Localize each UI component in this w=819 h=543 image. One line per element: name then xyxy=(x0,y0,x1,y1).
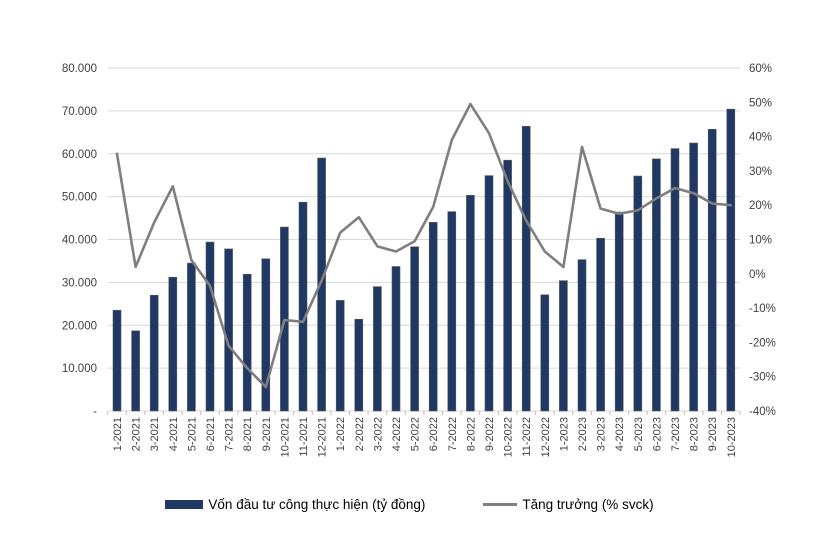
bar-3-2022 xyxy=(373,286,382,412)
x-axis-label-7-2023: 7-2023 xyxy=(670,417,682,451)
x-axis-label-7-2021: 7-2021 xyxy=(224,417,236,451)
bar-10-2023 xyxy=(726,108,736,412)
bar-8-2023 xyxy=(689,142,698,412)
right-axis-tick-label: -20% xyxy=(749,337,776,349)
x-axis-label-6-2021: 6-2021 xyxy=(205,417,217,451)
right-axis-tick-label: -10% xyxy=(749,303,776,315)
right-axis-tick-label: 0% xyxy=(749,269,766,281)
bar-10-2022 xyxy=(503,159,512,412)
left-axis-tick-label: 70.000 xyxy=(62,106,97,118)
bar-6-2022 xyxy=(428,222,438,412)
legend-item-line-series: Tăng trưởng (% svck) xyxy=(483,497,654,512)
bar-series-swatch xyxy=(165,500,204,509)
x-axis-label-3-2021: 3-2021 xyxy=(149,417,161,451)
x-axis-label-4-2023: 4-2023 xyxy=(614,417,626,451)
growth-line xyxy=(115,102,733,389)
left-axis-tick-label: 50.000 xyxy=(62,192,97,204)
x-axis-label-2-2022: 2-2022 xyxy=(354,417,366,451)
bar-11-2021 xyxy=(298,201,308,412)
bar-4-2022 xyxy=(391,266,401,412)
right-axis-tick-label: 30% xyxy=(749,166,772,178)
line-series-label: Tăng trưởng (% svck) xyxy=(522,497,654,512)
left-axis-tick-label: 60.000 xyxy=(62,149,97,161)
bar-4-2021 xyxy=(168,276,178,412)
x-axis-label-11-2022: 11-2022 xyxy=(521,417,533,457)
bar-6-2021 xyxy=(205,241,215,412)
bar-2-2023 xyxy=(577,259,587,412)
x-axis-label-6-2022: 6-2022 xyxy=(428,417,440,451)
right-axis-tick-label: 20% xyxy=(749,200,772,212)
bar-12-2021 xyxy=(317,157,326,412)
right-axis-tick-label: 40% xyxy=(749,132,772,144)
right-axis-tick-label: 10% xyxy=(749,235,772,247)
x-axis-label-9-2022: 9-2022 xyxy=(484,417,496,451)
x-axis-label-10-2021: 10-2021 xyxy=(279,417,291,457)
x-axis-label-12-2022: 12-2022 xyxy=(540,417,552,457)
x-axis-label-11-2021: 11-2021 xyxy=(298,417,310,457)
x-axis-label-6-2023: 6-2023 xyxy=(651,417,663,451)
bar-series-label: Vốn đầu tư công thực hiện (tỷ đồng) xyxy=(208,497,426,512)
bar-9-2023 xyxy=(707,129,717,412)
bar-6-2023 xyxy=(652,158,661,412)
bar-5-2022 xyxy=(410,246,419,412)
x-axis-label-1-2022: 1-2022 xyxy=(335,417,347,451)
bar-7-2021 xyxy=(224,248,233,412)
x-axis-label-3-2022: 3-2022 xyxy=(372,417,384,451)
bar-7-2023 xyxy=(670,148,680,412)
left-axis-tick-label: - xyxy=(93,406,97,418)
bar-4-2023 xyxy=(614,211,624,412)
right-axis-tick-label: 50% xyxy=(749,97,772,109)
x-axis-label-7-2022: 7-2022 xyxy=(447,417,459,451)
left-axis-tick-label: 30.000 xyxy=(62,277,97,289)
x-axis-label-2-2021: 2-2021 xyxy=(131,417,143,451)
x-axis-label-12-2021: 12-2021 xyxy=(317,417,329,457)
x-axis-label-1-2023: 1-2023 xyxy=(558,417,570,451)
line-series-swatch xyxy=(483,503,518,506)
x-axis-label-10-2022: 10-2022 xyxy=(503,417,515,457)
x-axis-label-3-2023: 3-2023 xyxy=(596,417,608,451)
bar-1-2023 xyxy=(559,280,568,412)
bar-7-2022 xyxy=(447,211,457,412)
left-axis-tick-label: 10.000 xyxy=(62,363,97,375)
bar-5-2023 xyxy=(633,175,643,412)
bar-3-2021 xyxy=(149,294,159,412)
x-axis-label-9-2021: 9-2021 xyxy=(261,417,273,451)
legend-item-bar-series: Vốn đầu tư công thực hiện (tỷ đồng) xyxy=(165,497,425,512)
x-axis-label-5-2023: 5-2023 xyxy=(633,417,645,451)
bar-12-2022 xyxy=(540,294,550,412)
left-axis-tick-label: 80.000 xyxy=(62,63,97,75)
x-axis-label-2-2023: 2-2023 xyxy=(577,417,589,451)
x-axis-label-8-2021: 8-2021 xyxy=(242,417,254,451)
bar-1-2021 xyxy=(112,309,122,412)
chart-legend: Vốn đầu tư công thực hiện (tỷ đồng) Tăng… xyxy=(0,497,819,512)
bar-9-2021 xyxy=(261,258,271,412)
x-axis-label-8-2023: 8-2023 xyxy=(689,417,701,451)
right-axis-tick-label: -40% xyxy=(749,406,776,418)
bar-2-2022 xyxy=(354,318,364,412)
x-axis-label-4-2021: 4-2021 xyxy=(168,417,180,451)
bar-8-2022 xyxy=(466,195,475,412)
bar-3-2023 xyxy=(596,237,605,412)
x-axis-label-9-2023: 9-2023 xyxy=(707,417,719,451)
x-axis-label-10-2023: 10-2023 xyxy=(726,417,738,457)
bar-5-2021 xyxy=(187,262,196,412)
right-axis-tick-label: 60% xyxy=(749,63,772,75)
x-axis-label-1-2021: 1-2021 xyxy=(112,417,124,451)
bar-11-2022 xyxy=(521,126,531,412)
x-axis-label-8-2022: 8-2022 xyxy=(465,417,477,451)
bar-2-2021 xyxy=(131,330,140,412)
left-axis-tick-label: 40.000 xyxy=(62,235,97,247)
left-axis-tick-label: 20.000 xyxy=(62,320,97,332)
x-axis-label-5-2021: 5-2021 xyxy=(186,417,198,451)
bar-8-2021 xyxy=(242,273,252,412)
x-axis-label-5-2022: 5-2022 xyxy=(410,417,422,451)
right-axis-tick-label: -30% xyxy=(749,372,776,384)
bar-9-2022 xyxy=(484,175,494,412)
x-axis-label-4-2022: 4-2022 xyxy=(391,417,403,451)
bar-1-2022 xyxy=(335,300,345,412)
